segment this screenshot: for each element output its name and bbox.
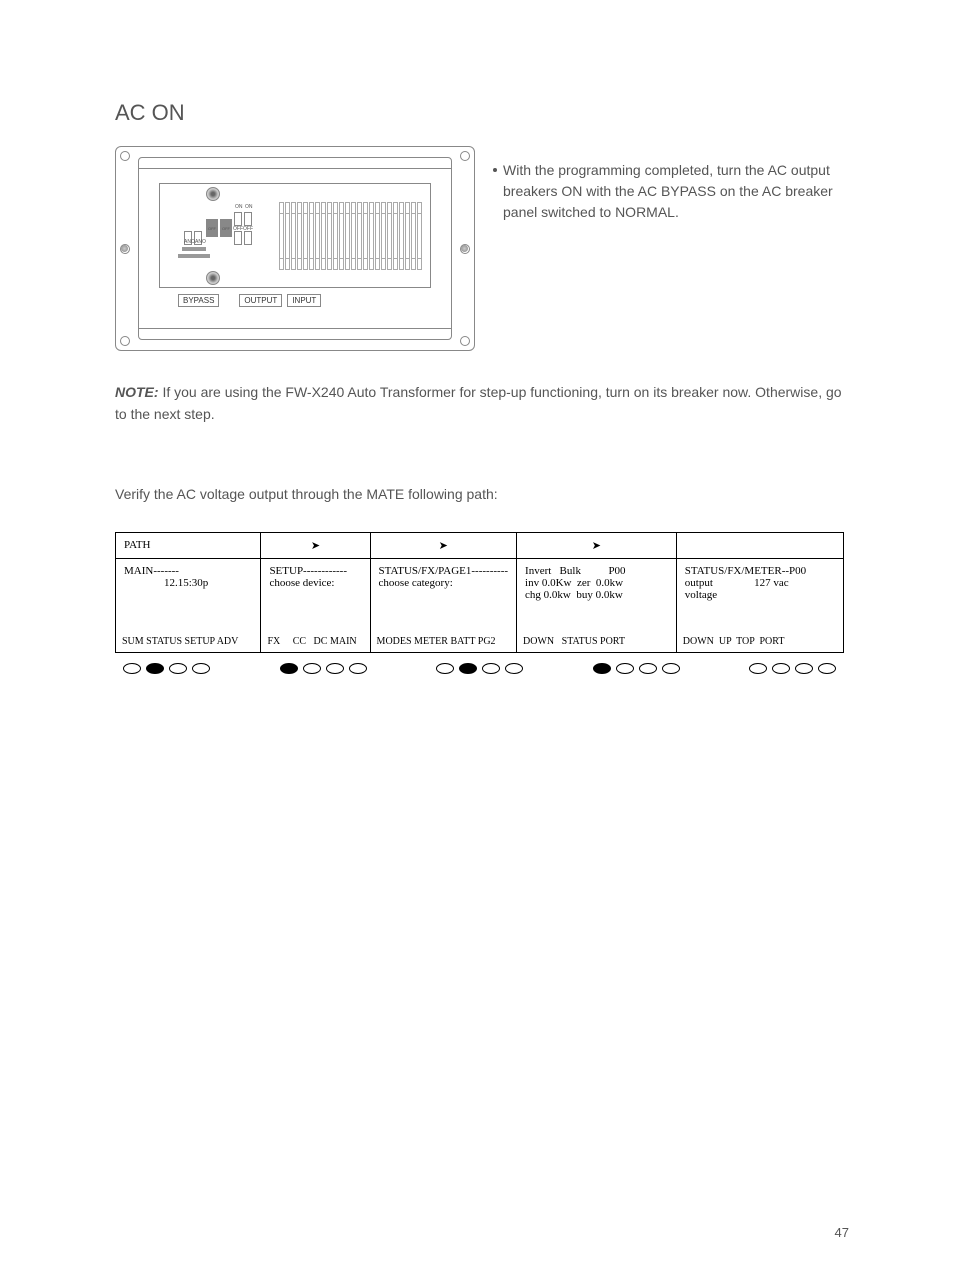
verify-paragraph: Verify the AC voltage output through the… [115, 486, 844, 502]
breaker-slots [279, 202, 422, 270]
table-header-row: PATH ➤ ➤ ➤ [116, 532, 844, 558]
cell-line: chg 0.0kw buy 0.0kw [525, 589, 668, 601]
oval-button-icon [818, 663, 836, 674]
switch-label: OFF [243, 226, 253, 232]
note-paragraph: NOTE: If you are using the FW-X240 Auto … [115, 381, 844, 426]
screw-icon [120, 151, 130, 161]
section-heading: AC ON [115, 100, 844, 126]
breaker-panel-diagram: ANO ANO ON ON OFF OFF OFF OFF [115, 146, 475, 351]
switch-label: ANO [195, 239, 206, 245]
oval-button-icon [639, 663, 657, 674]
cell-line: voltage [685, 589, 835, 601]
switch-label: OFF [208, 226, 216, 231]
input-label: INPUT [287, 294, 321, 307]
cell-status-page: STATUS/FX/PAGE1---------- choose categor… [370, 558, 516, 631]
bypass-label: BYPASS [178, 294, 219, 307]
breaker-group: ANO ANO ON ON OFF OFF OFF OFF [164, 187, 262, 285]
table-row: SUM STATUS SETUP ADV FX CC DC MAIN MODES… [116, 631, 844, 653]
screw-icon [460, 151, 470, 161]
cell-line: MAIN------- [124, 565, 252, 577]
cell-softkeys: DOWN STATUS PORT [517, 631, 677, 653]
cell-line: Invert Bulk P00 [525, 565, 668, 577]
cell-softkeys: DOWN UP TOP PORT [676, 631, 843, 653]
screw-icon [460, 336, 470, 346]
switch-label: OFF [222, 226, 230, 231]
oval-button-icon [795, 663, 813, 674]
oval-button-icon [436, 663, 454, 674]
oval-button-icon [349, 663, 367, 674]
panel-row: ANO ANO ON ON OFF OFF OFF OFF [115, 146, 844, 351]
cell-main: MAIN------- 12.15:30p [116, 558, 261, 631]
empty-cell [676, 532, 843, 558]
switch-icon [244, 212, 252, 226]
cell-line: 12.15:30p [124, 577, 252, 589]
screw-icon [120, 244, 130, 254]
cell-line: STATUS/FX/METER--P00 [685, 565, 835, 577]
knob-icon [206, 187, 220, 201]
cell-setup: SETUP------------ choose device: [261, 558, 370, 631]
switch-label: ON [235, 204, 243, 210]
cell-line: inv 0.0Kw zer 0.0kw [525, 577, 668, 589]
switch-icon [234, 231, 242, 245]
panel-inner: ANO ANO ON ON OFF OFF OFF OFF [138, 157, 452, 340]
oval-button-icon [280, 663, 298, 674]
ovals-group [123, 663, 210, 674]
switch-label: ANO [184, 239, 195, 245]
knob-icon [206, 271, 220, 285]
cell-softkeys: FX CC DC MAIN [261, 631, 370, 653]
arrow-icon: ➤ [370, 532, 516, 558]
path-header: PATH [116, 532, 261, 558]
cell-line: choose device: [269, 577, 361, 589]
oval-button-icon [616, 663, 634, 674]
switch-label: ON [245, 204, 253, 210]
cell-meter: STATUS/FX/METER--P00 output 127 vac volt… [676, 558, 843, 631]
cell-invert: Invert Bulk P00 inv 0.0Kw zer 0.0kw chg … [517, 558, 677, 631]
ovals-group [280, 663, 367, 674]
oval-button-icon [482, 663, 500, 674]
oval-button-icon [326, 663, 344, 674]
bullet-text: With the programming completed, turn the… [503, 160, 844, 223]
oval-button-icon [123, 663, 141, 674]
oval-button-icon [146, 663, 164, 674]
switch-icon [244, 231, 252, 245]
path-table: PATH ➤ ➤ ➤ MAIN------- 12.15:30p SETUP--… [115, 532, 844, 653]
switch-icon [234, 212, 242, 226]
note-label: NOTE: [115, 384, 159, 400]
ovals-row [115, 663, 844, 674]
oval-button-icon [192, 663, 210, 674]
output-label: OUTPUT [239, 294, 282, 307]
table-row: MAIN------- 12.15:30p SETUP------------ … [116, 558, 844, 631]
breaker-zone: ANO ANO ON ON OFF OFF OFF OFF [159, 183, 431, 288]
ovals-group [749, 663, 836, 674]
oval-button-icon [459, 663, 477, 674]
screw-icon [120, 336, 130, 346]
cell-softkeys: SUM STATUS SETUP ADV [116, 631, 261, 653]
switch-label: OFF [233, 226, 243, 232]
oval-button-icon [593, 663, 611, 674]
oval-button-icon [169, 663, 187, 674]
cell-line: output 127 vac [685, 577, 835, 589]
oval-button-icon [749, 663, 767, 674]
ovals-group [436, 663, 523, 674]
arrow-icon: ➤ [517, 532, 677, 558]
cell-line: SETUP------------ [269, 565, 361, 577]
cell-line: choose category: [379, 577, 508, 589]
oval-button-icon [505, 663, 523, 674]
page-number: 47 [835, 1225, 849, 1240]
note-text: If you are using the FW-X240 Auto Transf… [115, 384, 842, 422]
cell-line: STATUS/FX/PAGE1---------- [379, 565, 508, 577]
bullet-icon [493, 168, 497, 172]
ovals-group [593, 663, 680, 674]
oval-button-icon [772, 663, 790, 674]
oval-button-icon [662, 663, 680, 674]
screw-icon [460, 244, 470, 254]
arrow-icon: ➤ [261, 532, 370, 558]
oval-button-icon [303, 663, 321, 674]
breaker-label-row: BYPASS OUTPUT INPUT [178, 294, 321, 307]
bullet-instruction: With the programming completed, turn the… [493, 160, 844, 223]
cell-softkeys: MODES METER BATT PG2 [370, 631, 516, 653]
